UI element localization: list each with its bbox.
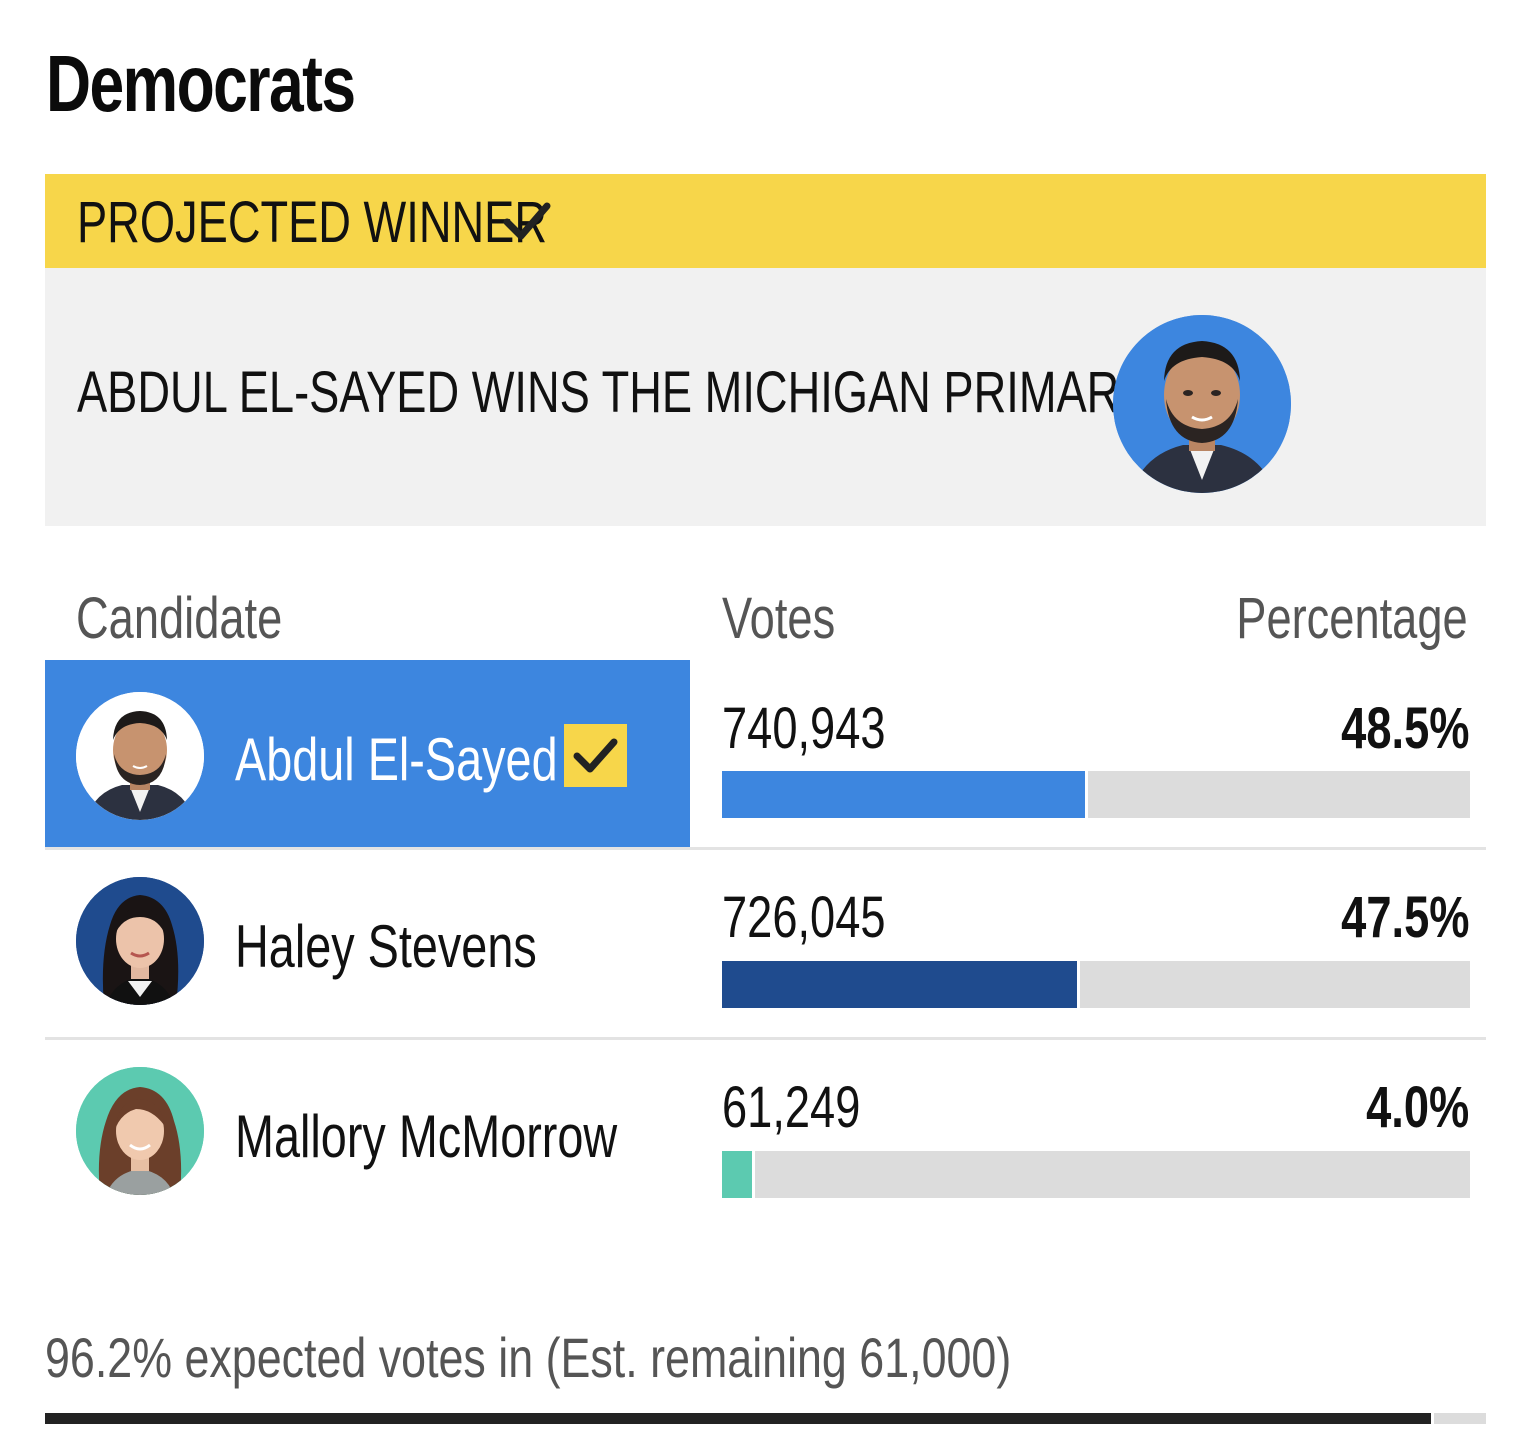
vote-percentage: 48.5% — [1340, 696, 1469, 761]
column-header-candidate: Candidate — [76, 586, 283, 651]
vote-count: 61,249 — [722, 1075, 861, 1140]
expected-votes-progress-bar — [45, 1413, 1486, 1424]
winner-announcement: ABDUL EL-SAYED WINS THE MICHIGAN PRIMARY — [45, 268, 1486, 526]
candidate-portrait-icon — [76, 877, 204, 1005]
candidate-row: Abdul El-Sayed 740,943 48.5% — [45, 660, 1486, 852]
column-header-votes: Votes — [722, 586, 836, 651]
candidate-name: Haley Stevens — [235, 913, 537, 980]
winner-portrait-icon — [1113, 315, 1291, 493]
projected-winner-label: PROJECTED WINNER — [77, 190, 548, 255]
column-header-percentage: Percentage — [1236, 586, 1468, 651]
row-divider — [45, 847, 1486, 850]
candidate-name: Abdul El-Sayed — [235, 726, 558, 793]
candidate-row: Mallory McMorrow 61,249 4.0% — [45, 1041, 1486, 1231]
expected-votes-progress-fill — [45, 1413, 1435, 1424]
candidate-portrait-icon — [76, 692, 204, 820]
winner-highlight-cell: Abdul El-Sayed — [45, 660, 690, 848]
checkmark-icon — [503, 202, 551, 240]
section-title: Democrats — [46, 39, 356, 128]
vote-count: 726,045 — [722, 885, 886, 950]
vote-percentage: 47.5% — [1340, 885, 1469, 950]
projected-winner-banner: PROJECTED WINNER — [45, 174, 1486, 268]
candidate-cell: Haley Stevens — [45, 851, 690, 1041]
vote-share-bar — [722, 1151, 1470, 1198]
vote-share-bar — [722, 771, 1470, 818]
row-divider — [45, 1037, 1486, 1040]
candidate-row: Haley Stevens 726,045 47.5% — [45, 851, 1486, 1041]
winner-checkmark-icon — [564, 724, 627, 787]
winner-headline: ABDUL EL-SAYED WINS THE MICHIGAN PRIMARY — [77, 360, 1149, 425]
candidate-name: Mallory McMorrow — [235, 1103, 618, 1170]
candidate-portrait-icon — [76, 1067, 204, 1195]
vote-share-fill — [722, 961, 1081, 1008]
vote-share-fill — [722, 771, 1088, 818]
vote-share-fill — [722, 1151, 755, 1198]
vote-share-bar — [722, 961, 1470, 1008]
vote-count: 740,943 — [722, 696, 886, 761]
vote-percentage: 4.0% — [1365, 1075, 1469, 1140]
candidate-cell: Mallory McMorrow — [45, 1041, 690, 1231]
expected-votes-note: 96.2% expected votes in (Est. remaining … — [45, 1326, 1012, 1389]
